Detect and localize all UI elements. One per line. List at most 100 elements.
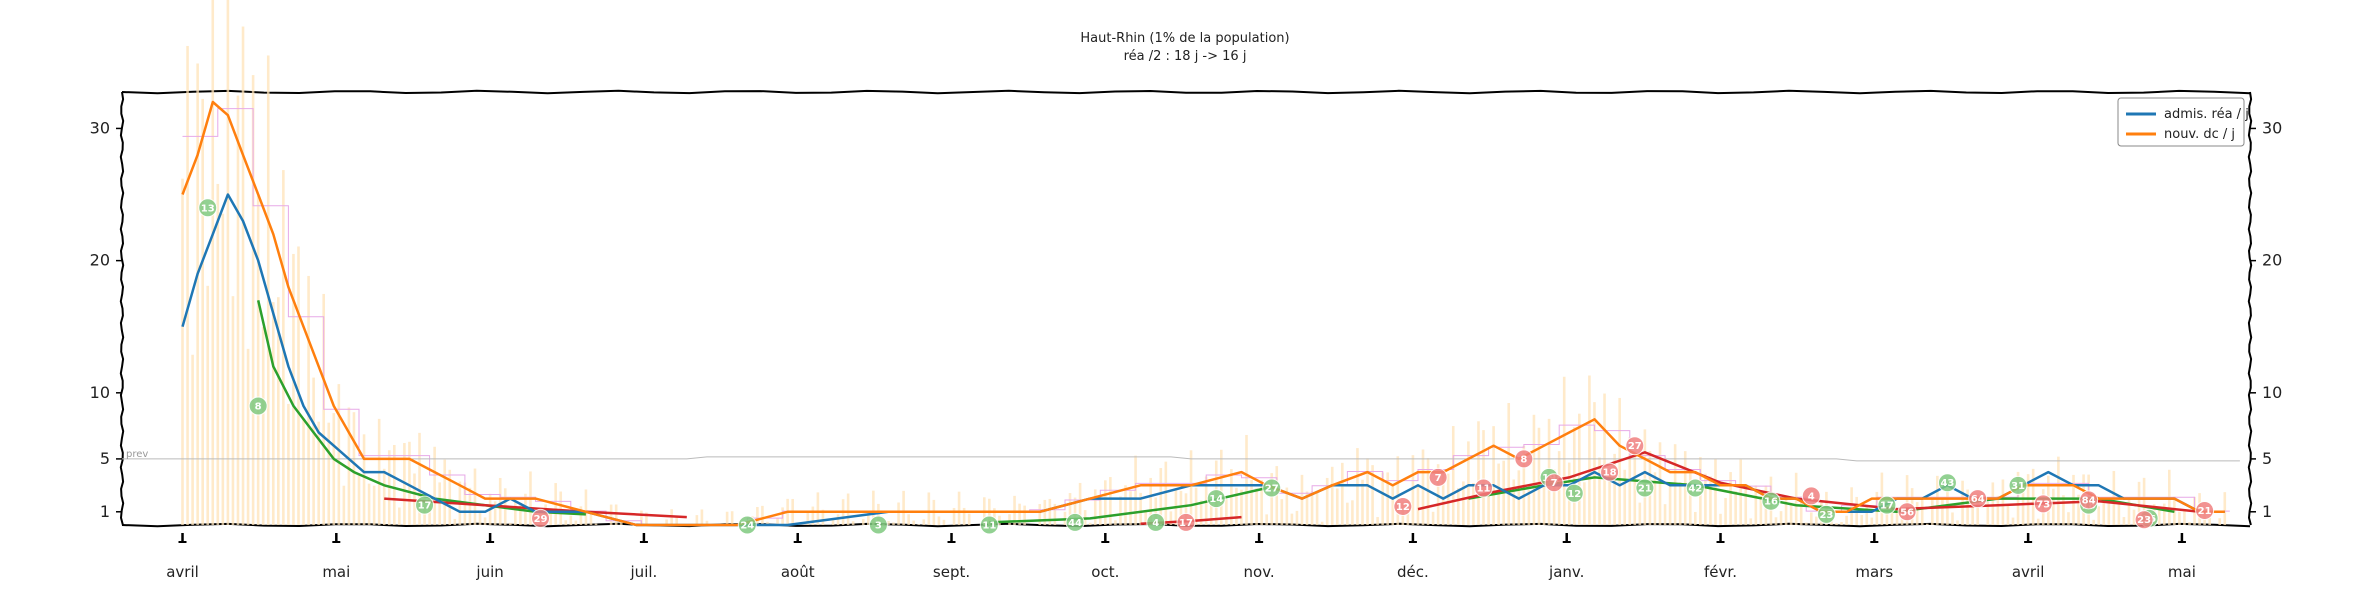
- xtick-label: mai: [322, 563, 350, 581]
- daily-bar: [1341, 462, 1344, 525]
- daily-bar: [846, 493, 850, 525]
- xtick-label: nov.: [1244, 563, 1275, 581]
- daily-bar: [675, 516, 678, 525]
- annotation-red-marker: [1393, 496, 1413, 516]
- daily-bar: [1381, 472, 1384, 525]
- daily-bar: [887, 521, 890, 525]
- daily-bar: [2062, 495, 2065, 525]
- daily-bar: [287, 403, 290, 525]
- annotation-red-label: 27: [1628, 441, 1642, 452]
- daily-bar: [1779, 511, 1783, 525]
- daily-bar: [408, 441, 411, 525]
- daily-bar: [1976, 493, 1979, 525]
- ytick-label-left: 5: [100, 449, 110, 468]
- daily-bar: [2157, 509, 2161, 525]
- daily-bar: [2036, 518, 2040, 525]
- daily-bar: [1462, 481, 1465, 525]
- annotation-green-label: 11: [982, 521, 996, 532]
- daily-bar: [1396, 456, 1400, 525]
- daily-bar: [473, 468, 477, 525]
- daily-bar: [271, 302, 275, 525]
- annotation-green-label: 44: [1068, 518, 1082, 529]
- daily-bar: [1809, 512, 1813, 525]
- daily-bar: [236, 95, 240, 525]
- annotation-red-marker: [1600, 462, 1620, 482]
- daily-bar: [1653, 472, 1657, 525]
- daily-bar: [1270, 473, 1274, 525]
- daily-bar: [1351, 500, 1354, 525]
- daily-bar: [1290, 513, 1294, 525]
- ytick-label-right: 10: [2262, 383, 2282, 402]
- annotation-red-label: 21: [2198, 506, 2212, 517]
- annotation-red-label: 11: [1477, 483, 1491, 494]
- daily-bar: [1860, 514, 1864, 525]
- annotation-red-label: 8: [1520, 454, 1527, 465]
- annotation-red-label: 7: [1551, 478, 1558, 489]
- daily-bar: [1295, 510, 1299, 525]
- daily-bar: [1487, 492, 1490, 525]
- annotation-green-label: 17: [418, 501, 432, 512]
- annotation-red-marker: [2079, 490, 2099, 510]
- daily-bar: [1900, 515, 1904, 525]
- annotation-red-marker: [2195, 500, 2215, 520]
- annotation-green-label: 21: [1638, 483, 1652, 494]
- annotation-green-label: 14: [1209, 494, 1223, 505]
- daily-bar: [1265, 514, 1268, 525]
- chart-title: Haut-Rhin (1% de la population): [1080, 31, 1289, 46]
- daily-bar: [877, 503, 880, 525]
- daily-bar: [2052, 488, 2055, 525]
- daily-bar: [897, 502, 900, 525]
- daily-bar: [1008, 514, 1011, 525]
- daily-bar: [559, 491, 563, 525]
- daily-bar: [2077, 494, 2080, 525]
- daily-bar: [1114, 520, 1117, 525]
- daily-bar: [1492, 426, 1495, 525]
- annotation-red-label: 56: [1900, 507, 1914, 518]
- ytick-label-left: 20: [90, 251, 110, 270]
- daily-bar: [2102, 500, 2106, 525]
- daily-bar: [695, 515, 699, 525]
- prev-label: prev: [126, 449, 148, 460]
- daily-bar: [1310, 491, 1314, 525]
- daily-bar: [1507, 403, 1511, 525]
- daily-bar: [594, 523, 598, 525]
- annotation-red-label: 18: [1603, 468, 1617, 479]
- daily-bar: [1098, 495, 1102, 525]
- daily-bar: [1361, 479, 1364, 525]
- daily-bar: [902, 490, 905, 525]
- annotation-green-label: 17: [1880, 501, 1894, 512]
- daily-bar: [1562, 376, 1566, 525]
- frame-right: [2247, 91, 2253, 526]
- daily-bar: [1588, 375, 1591, 525]
- daily-bar: [761, 505, 764, 525]
- daily-bar: [317, 421, 320, 525]
- daily-bar: [2092, 519, 2095, 525]
- annotation-green-marker: [2008, 475, 2028, 495]
- annotation-green-marker: [1816, 504, 1836, 524]
- daily-bar: [1754, 485, 1758, 525]
- daily-bar: [2072, 474, 2075, 525]
- daily-bar: [776, 518, 779, 525]
- xtick-label: janv.: [1548, 563, 1584, 581]
- daily-bar: [196, 63, 199, 525]
- daily-bar: [1371, 465, 1374, 525]
- trend-red: [384, 497, 687, 519]
- ytick-label-right: 20: [2262, 251, 2282, 270]
- ytick-label-right: 30: [2262, 118, 2282, 137]
- annotation-green-label: 4: [1152, 518, 1159, 529]
- daily-bar: [352, 412, 356, 525]
- xtick-label: juin: [475, 563, 503, 581]
- daily-bar: [1951, 512, 1954, 525]
- daily-bar: [312, 377, 315, 525]
- daily-bar: [2132, 509, 2136, 525]
- daily-bar: [1038, 504, 1042, 525]
- daily-bar: [942, 519, 946, 525]
- daily-bar: [1789, 502, 1793, 525]
- daily-bar: [266, 55, 270, 526]
- daily-bar: [1668, 484, 1672, 525]
- annotation-green-marker: [248, 396, 268, 416]
- daily-bar: [1235, 487, 1238, 525]
- annotation-red-label: 29: [534, 514, 548, 525]
- daily-bar: [705, 520, 709, 525]
- annotation-green-label: 42: [1688, 483, 1702, 494]
